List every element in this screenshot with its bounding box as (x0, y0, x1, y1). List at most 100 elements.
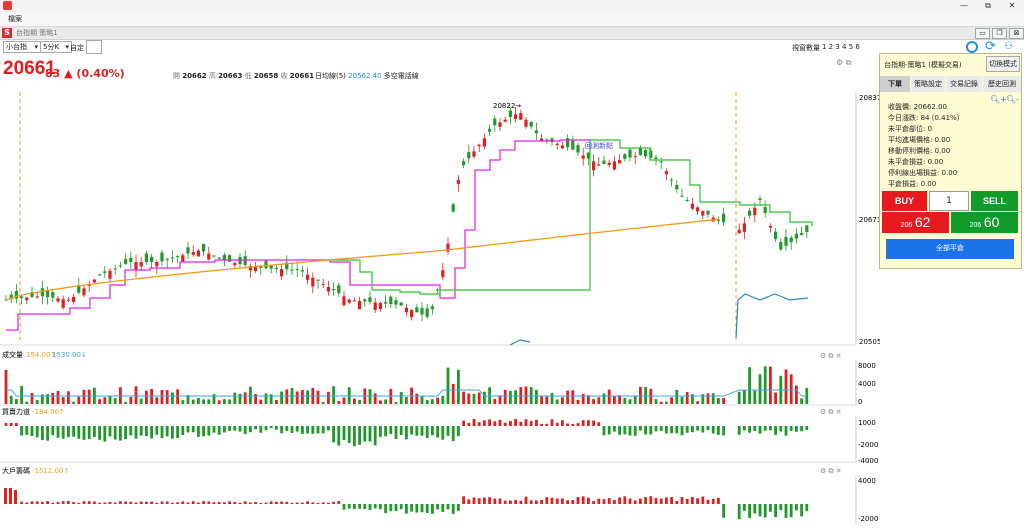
strategy-title: 台指期-策略1 (模擬交易) (884, 61, 962, 69)
bigplayer-bar (633, 500, 637, 504)
buysell-bar (467, 422, 471, 426)
buysell-bar (342, 426, 346, 441)
quantity-input[interactable]: 1 (929, 191, 969, 211)
candle-body (586, 152, 590, 159)
zoom-in-icon[interactable]: 🔍︎+ (990, 95, 1007, 104)
tab-order[interactable]: 下單 (880, 76, 910, 92)
zoom-out-icon[interactable]: 🔍︎- (1006, 95, 1020, 104)
maximize-button[interactable]: ⧉ (985, 1, 991, 10)
volume-bar (145, 390, 148, 404)
view-count-options[interactable]: 1 2 3 4 5 6 (822, 43, 860, 51)
buysell-bar (711, 426, 715, 434)
bigplayer-bar (181, 501, 185, 504)
tab-strategy-settings[interactable]: 策略設定 (911, 76, 945, 92)
candle-body (545, 139, 549, 141)
doc-restore-button[interactable]: ❐ (992, 28, 1007, 39)
close-all-button[interactable]: 全部平倉 (886, 239, 1014, 259)
volume-bar (316, 390, 320, 404)
users-icon[interactable]: ⚇ (1004, 41, 1013, 52)
bigplayer-bar (613, 500, 616, 504)
bid-price-button[interactable]: 206 62 (882, 212, 949, 233)
buysell-bar (399, 426, 403, 435)
bigplayer-bar (207, 501, 211, 504)
doc-minimize-button[interactable]: ▭ (975, 28, 990, 39)
main-chart-settings-icon[interactable]: ⚙ ⧉ (836, 58, 852, 67)
symbol-select[interactable]: 小台指 ▾ (3, 41, 41, 53)
bigplayer-bar (389, 504, 393, 512)
volume-bar (717, 398, 720, 404)
buysell-bar (628, 426, 632, 436)
interval-select[interactable]: 5分K ▾ (40, 41, 72, 53)
volume-bar (784, 369, 788, 404)
volume-bar (659, 401, 663, 404)
document-logo-icon: S (2, 28, 12, 38)
custom-label: 自定 (70, 44, 84, 52)
candle-body (92, 279, 96, 283)
bigplayer-bar (722, 504, 725, 518)
bigplayer-bar (41, 501, 44, 504)
custom-interval-input[interactable] (86, 40, 102, 54)
sell-button[interactable]: SELL (971, 191, 1018, 211)
refresh-icon[interactable]: ⟳ (985, 39, 996, 54)
bigplayer-pane-controls[interactable]: ⚙ ⧉ ✕ (820, 467, 842, 475)
doc-close-button[interactable]: ⊠ (1009, 28, 1024, 39)
buysell-bar (61, 426, 65, 439)
candle-body (503, 119, 507, 122)
bigplayer-bar (337, 501, 341, 504)
buysell-bar (415, 426, 419, 436)
buysell-pane-controls[interactable]: ⚙ ⧉ ✕ (820, 408, 842, 416)
bigplayer-bar (670, 497, 673, 504)
candle-body (524, 119, 528, 127)
buysell-bar (176, 426, 179, 438)
buysell-bar (743, 426, 746, 431)
signal-icon[interactable] (966, 41, 978, 53)
volume-bar (399, 392, 403, 404)
bigplayer-bar (165, 501, 169, 504)
bigplayer-bar (472, 497, 476, 504)
candle-body (46, 290, 50, 298)
mode-switch-button[interactable]: 切換模式 (986, 56, 1020, 72)
buysell-bar (457, 426, 460, 437)
candle-body (77, 285, 81, 293)
buysell-bar (410, 426, 413, 435)
buysell-bar (145, 426, 148, 437)
close-window-button[interactable]: ✕ (1008, 1, 1016, 10)
ask-price-button[interactable]: 206 60 (951, 212, 1018, 233)
volume-bar (441, 395, 445, 404)
tab-backtest[interactable]: 歷史回測 (983, 76, 1021, 92)
volume-bar (509, 390, 512, 404)
minimize-button[interactable]: — (960, 1, 968, 10)
buysell-bar (280, 426, 283, 434)
volume-bar (269, 394, 273, 404)
candle-body (737, 229, 741, 234)
high-value: 20663 (218, 72, 243, 80)
bigplayer-bar (358, 504, 361, 509)
buysell-bar (191, 426, 195, 433)
candle-body (659, 161, 663, 163)
menu-file[interactable]: 檔案 (8, 15, 22, 23)
volume-bar (87, 389, 91, 404)
candle-body (196, 250, 200, 257)
bigplayer-bar (233, 501, 237, 504)
buysell-bar (675, 426, 679, 434)
buysell-bar (748, 426, 751, 433)
volume-bar (134, 386, 138, 404)
buysell-bar (488, 419, 491, 426)
candle-body (129, 257, 133, 262)
volume-pane-controls[interactable]: ⚙ ⧉ ✕ (820, 352, 842, 360)
candle-body (280, 269, 284, 277)
candle-body (321, 283, 325, 285)
volume-bar (41, 394, 44, 404)
buysell-bar (701, 426, 705, 433)
chart-canvas[interactable]: 20822→ 回測新點 20837 20671 20505 成交量 154.00… (0, 54, 880, 524)
info-realized-pnl: 平倉損益: 0.00 (888, 180, 937, 188)
buysell-bar (540, 423, 543, 426)
bigplayer-bar (675, 500, 679, 504)
tab-trade-records[interactable]: 交易記錄 (946, 76, 982, 92)
buy-button[interactable]: BUY (882, 191, 927, 211)
bigplayer-bar (295, 502, 299, 504)
info-today-change: 今日漲跌: 84 (0.41%) (888, 114, 960, 122)
bigplayer-bar (134, 502, 138, 504)
buysell-bar (623, 426, 627, 435)
bigplayer-bar (160, 501, 164, 504)
